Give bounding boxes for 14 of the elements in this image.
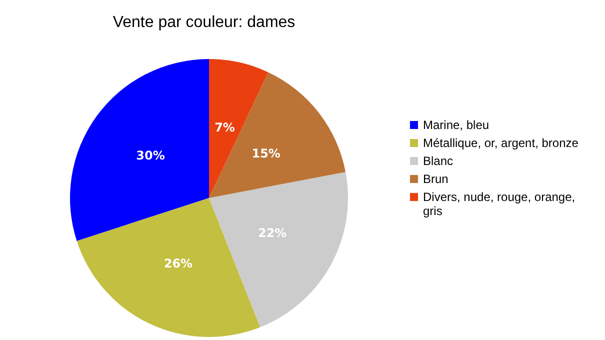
data-label: 26% [164, 256, 193, 270]
data-label: 7% [214, 120, 235, 134]
data-label: 15% [252, 146, 280, 161]
legend-label: Brun [423, 172, 448, 186]
pie-slice [209, 72, 346, 198]
legend-label: Marine, bleu [423, 118, 490, 132]
pie-slice [209, 172, 348, 328]
legend-label: Divers, nude, rouge, orange, gris [423, 190, 576, 218]
pie-slice [76, 198, 260, 337]
data-label: 30% [136, 148, 165, 163]
pie-slice [70, 59, 209, 241]
chart-title: Vente par couleur: dames [112, 14, 296, 32]
legend-label: Blanc [423, 154, 454, 168]
legend-label: Métallique, or, argent, bronze [423, 136, 578, 150]
